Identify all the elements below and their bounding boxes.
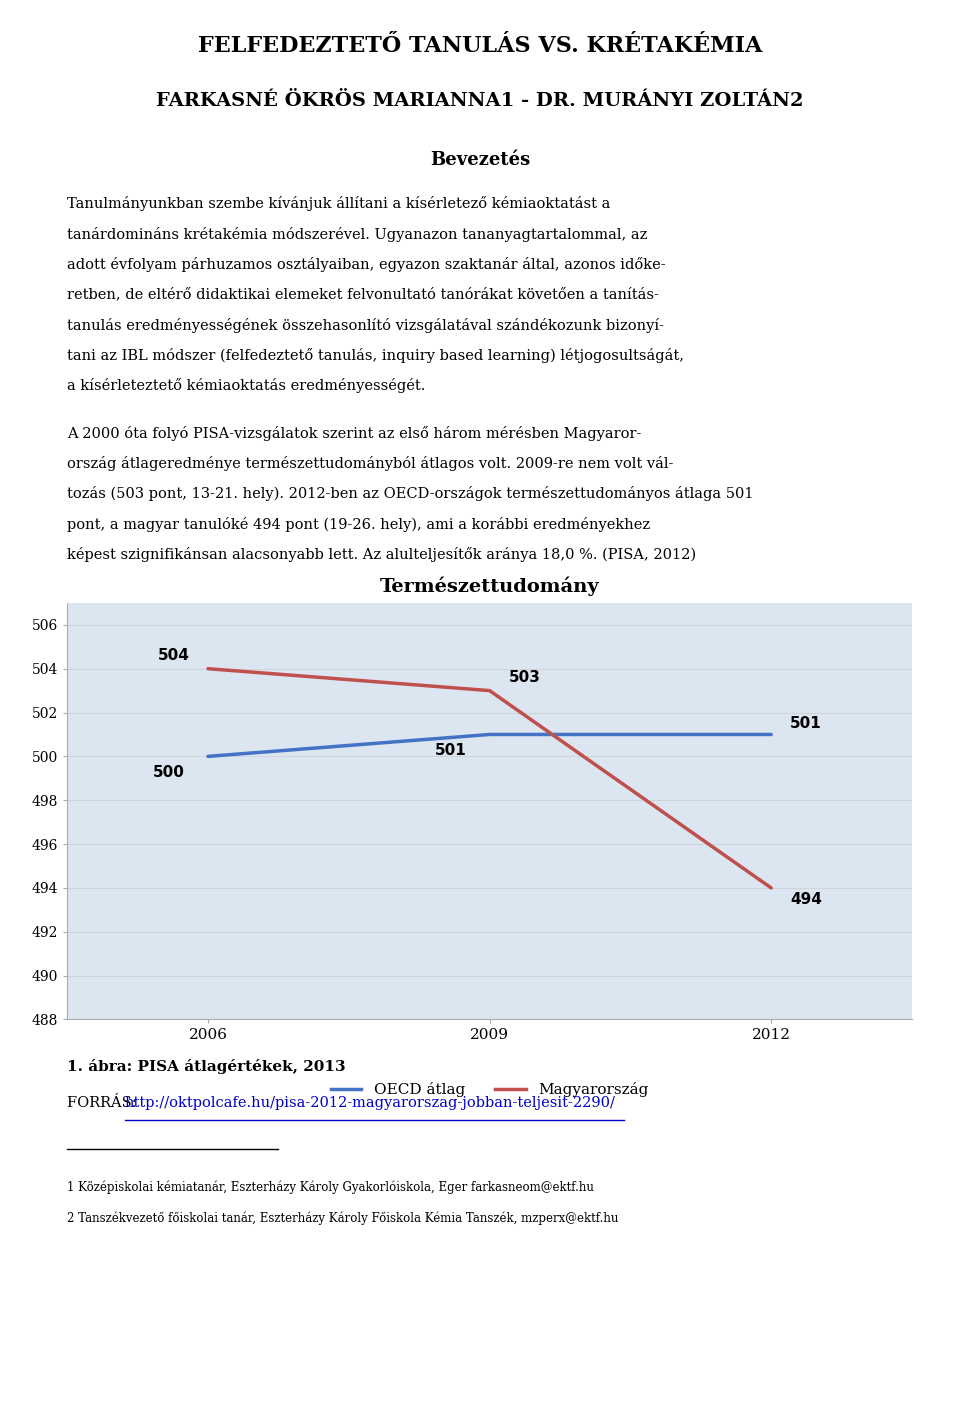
Text: FELFEDEZTETŐ TANULÁS VS. KRÉTAKÉMIA: FELFEDEZTETŐ TANULÁS VS. KRÉTAKÉMIA <box>198 35 762 58</box>
Text: tozás (503 pont, 13-21. hely). 2012-ben az OECD-országok természettudományos átl: tozás (503 pont, 13-21. hely). 2012-ben … <box>67 486 754 501</box>
Text: tanulás eredményességének összehasonlító vizsgálatával szándékozunk bizonyí-: tanulás eredményességének összehasonlító… <box>67 318 664 333</box>
Title: Természettudomány: Természettudomány <box>380 576 599 596</box>
Text: http://oktpolcafe.hu/pisa-2012-magyarorszag-jobban-teljesit-2290/: http://oktpolcafe.hu/pisa-2012-magyarors… <box>125 1096 615 1110</box>
Legend: OECD átlag, Magyarország: OECD átlag, Magyarország <box>324 1076 655 1103</box>
Text: 504: 504 <box>157 648 189 664</box>
Text: tanárdomináns krétakémia módszerével. Ugyanazon tananyagtartalommal, az: tanárdomináns krétakémia módszerével. Ug… <box>67 227 648 241</box>
Text: 503: 503 <box>509 671 540 685</box>
Text: 1 Középiskolai kémiatanár, Eszterházy Károly Gyakorlóiskola, Eger farkasneom@ekt: 1 Középiskolai kémiatanár, Eszterházy Ká… <box>67 1180 594 1195</box>
Text: Tanulmányunkban szembe kívánjuk állítani a kísérletező kémiaoktatást a: Tanulmányunkban szembe kívánjuk állítani… <box>67 196 611 212</box>
Text: a kísérleteztető kémiaoktatás eredményességét.: a kísérleteztető kémiaoktatás eredményes… <box>67 378 425 394</box>
Text: retben, de eltérő didaktikai elemeket felvonultató tanórákat követően a tanítás-: retben, de eltérő didaktikai elemeket fe… <box>67 288 660 301</box>
Text: képest szignifikánsan alacsonyabb lett. Az alulteljesítők aránya 18,0 %. (PISA, : képest szignifikánsan alacsonyabb lett. … <box>67 546 696 562</box>
Text: 494: 494 <box>790 892 822 908</box>
Text: 1. ábra: PISA átlagértékek, 2013: 1. ábra: PISA átlagértékek, 2013 <box>67 1059 346 1075</box>
Text: adott évfolyam párhuzamos osztályaiban, egyazon szaktanár által, azonos időke-: adott évfolyam párhuzamos osztályaiban, … <box>67 257 666 273</box>
Text: 501: 501 <box>790 716 822 731</box>
Text: 501: 501 <box>434 743 467 758</box>
Text: tani az IBL módszer (felfedeztető tanulás, inquiry based learning) létjogosultsá: tani az IBL módszer (felfedeztető tanulá… <box>67 347 684 363</box>
Text: 2 Tanszékvezető főiskolai tanár, Eszterházy Károly Főiskola Kémia Tanszék, mzper: 2 Tanszékvezető főiskolai tanár, Eszterh… <box>67 1211 618 1226</box>
Text: FORRÁS:: FORRÁS: <box>67 1096 141 1110</box>
Text: ország átlageredménye természettudományból átlagos volt. 2009-re nem volt vál-: ország átlageredménye természettudományb… <box>67 456 674 472</box>
Text: FARKASNÉ ÖKRÖS MARIANNA1 - DR. MURÁNYI ZOLTÁN2: FARKASNÉ ÖKRÖS MARIANNA1 - DR. MURÁNYI Z… <box>156 92 804 110</box>
Text: 500: 500 <box>153 765 184 781</box>
Text: Bevezetés: Bevezetés <box>430 151 530 169</box>
Text: A 2000 óta folyó PISA-vizsgálatok szerint az első három mérésben Magyaror-: A 2000 óta folyó PISA-vizsgálatok szerin… <box>67 425 641 441</box>
Text: pont, a magyar tanulóké 494 pont (19-26. hely), ami a korábbi eredményekhez: pont, a magyar tanulóké 494 pont (19-26.… <box>67 517 650 532</box>
